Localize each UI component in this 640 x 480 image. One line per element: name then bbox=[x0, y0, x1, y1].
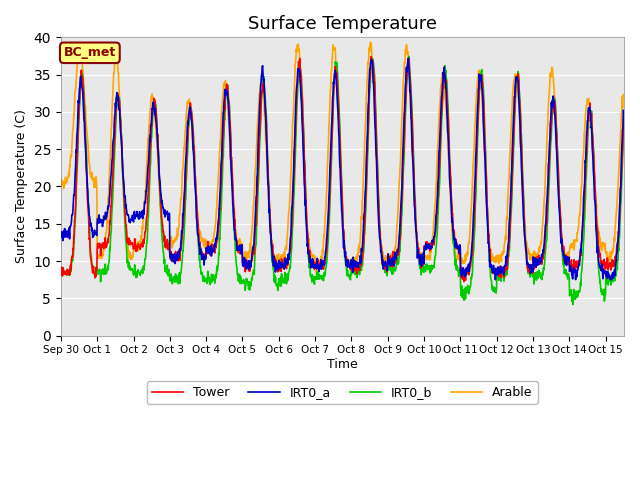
Tower bbox=[620, 113, 628, 119]
Tower bbox=[271, 262, 278, 268]
IRT0_b bbox=[620, 120, 628, 126]
IRT0_a bbox=[158, 197, 166, 203]
Arable bbox=[312, 269, 320, 275]
Arable bbox=[158, 223, 166, 228]
Arable bbox=[57, 175, 65, 181]
Tower bbox=[546, 143, 554, 149]
IRT0_a bbox=[169, 253, 177, 259]
IRT0_b bbox=[169, 276, 177, 282]
Tower bbox=[484, 206, 492, 212]
IRT0_b bbox=[57, 271, 65, 277]
Arable bbox=[620, 92, 628, 97]
IRT0_a bbox=[620, 108, 628, 114]
IRT0_b bbox=[546, 170, 554, 176]
Tower bbox=[158, 217, 166, 223]
Tower bbox=[220, 135, 227, 141]
Text: BC_met: BC_met bbox=[64, 46, 116, 60]
IRT0_b bbox=[569, 302, 577, 308]
IRT0_b bbox=[483, 201, 491, 207]
Line: IRT0_b: IRT0_b bbox=[61, 56, 624, 305]
Line: Tower: Tower bbox=[61, 57, 624, 282]
IRT0_a bbox=[608, 277, 616, 283]
Y-axis label: Surface Temperature (C): Surface Temperature (C) bbox=[15, 109, 28, 264]
IRT0_a bbox=[483, 213, 491, 219]
Arable bbox=[271, 253, 278, 259]
Arable bbox=[484, 215, 492, 221]
Tower bbox=[460, 279, 468, 285]
Tower bbox=[57, 271, 65, 277]
Arable bbox=[220, 89, 227, 95]
IRT0_b bbox=[405, 53, 413, 59]
Tower bbox=[169, 254, 177, 260]
Arable bbox=[546, 78, 554, 84]
IRT0_a bbox=[404, 55, 412, 61]
Legend: Tower, IRT0_a, IRT0_b, Arable: Tower, IRT0_a, IRT0_b, Arable bbox=[147, 381, 538, 404]
IRT0_b bbox=[271, 279, 278, 285]
Arable bbox=[169, 239, 177, 245]
IRT0_a bbox=[220, 109, 227, 115]
X-axis label: Time: Time bbox=[327, 358, 358, 371]
Tower bbox=[367, 54, 375, 60]
Line: Arable: Arable bbox=[61, 42, 624, 272]
IRT0_b bbox=[220, 154, 227, 160]
Line: IRT0_a: IRT0_a bbox=[61, 58, 624, 280]
IRT0_a bbox=[546, 141, 554, 146]
IRT0_a bbox=[57, 229, 65, 235]
Arable bbox=[367, 39, 374, 45]
IRT0_a bbox=[271, 257, 278, 263]
IRT0_b bbox=[158, 233, 166, 239]
Title: Surface Temperature: Surface Temperature bbox=[248, 15, 436, 33]
